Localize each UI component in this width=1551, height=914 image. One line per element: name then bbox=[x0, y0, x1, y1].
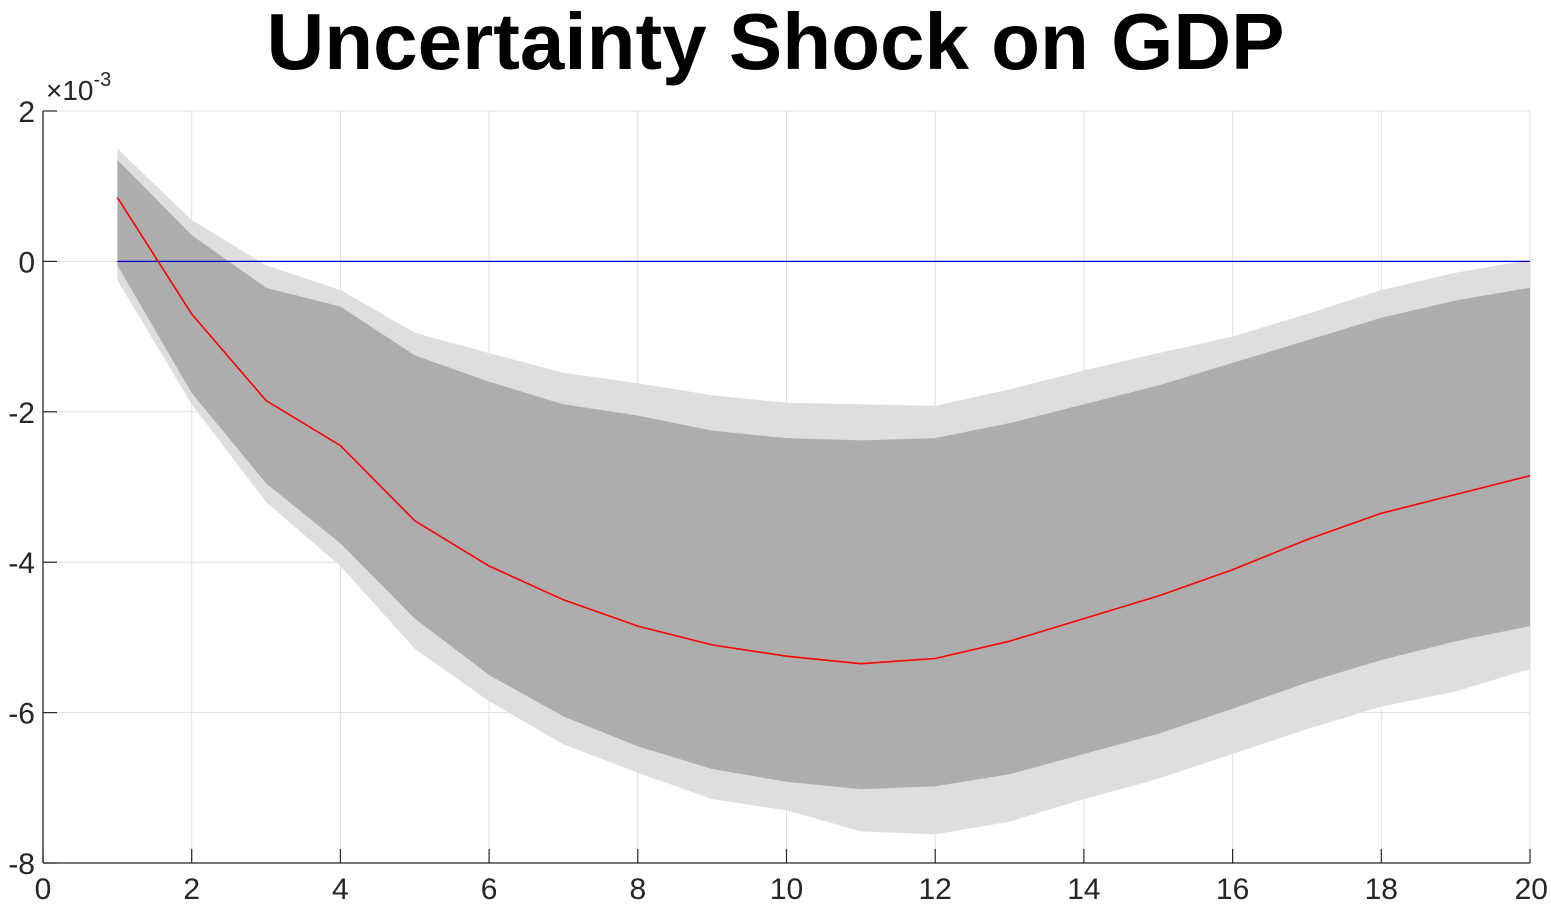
series-lines bbox=[116, 197, 1531, 665]
y-exponent-label: ×10-3 bbox=[46, 69, 111, 106]
chart-title: Uncertainty Shock on GDP bbox=[266, 0, 1285, 86]
y-exponent-power: -3 bbox=[94, 69, 112, 91]
y-tick-label: -2 bbox=[8, 397, 35, 430]
y-exponent-base: ×10 bbox=[46, 75, 94, 106]
y-tick-label: 2 bbox=[18, 96, 35, 129]
x-tick-label: 20 bbox=[1515, 873, 1548, 906]
x-tick-label: 16 bbox=[1216, 873, 1249, 906]
x-tick-label: 10 bbox=[770, 873, 803, 906]
y-tick-label: 0 bbox=[18, 246, 35, 279]
x-tick-label: 14 bbox=[1067, 873, 1100, 906]
x-tick-label: 12 bbox=[919, 873, 952, 906]
y-tick-label: -6 bbox=[8, 698, 35, 731]
x-tick-label: 6 bbox=[481, 873, 498, 906]
x-tick-label: 0 bbox=[35, 873, 52, 906]
y-tick-label: -8 bbox=[8, 848, 35, 881]
confidence-bands bbox=[117, 148, 1530, 835]
axes bbox=[42, 110, 1531, 864]
inner-confidence-band bbox=[117, 159, 1530, 790]
x-tick-label: 8 bbox=[629, 873, 646, 906]
y-tick-label: -4 bbox=[8, 547, 35, 580]
median-response-line bbox=[116, 197, 1531, 665]
x-tick-label: 18 bbox=[1365, 873, 1398, 906]
x-tick-label: 4 bbox=[332, 873, 349, 906]
x-tick-label: 2 bbox=[183, 873, 200, 906]
